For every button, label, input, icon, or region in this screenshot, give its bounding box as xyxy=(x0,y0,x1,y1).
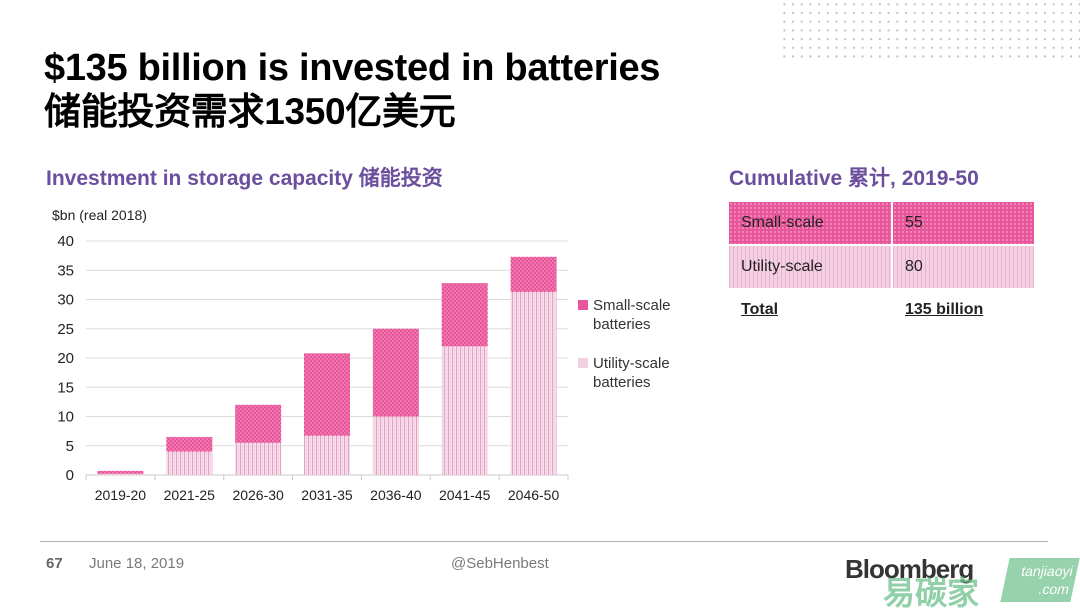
bar-utility-scale xyxy=(372,416,419,475)
bar-small-scale xyxy=(441,283,488,347)
y-tick-label: 5 xyxy=(66,438,74,455)
cumulative-table: Small-scale 55 Utility-scale 80 Total 13… xyxy=(729,202,1034,332)
y-tick-label: 0 xyxy=(66,467,74,484)
y-tick-label: 20 xyxy=(57,350,74,367)
footer-divider xyxy=(40,541,1048,542)
x-tick-label: 2041-45 xyxy=(439,487,491,503)
x-tick-label: 2046-50 xyxy=(508,487,560,503)
slide-title: $135 billion is invested in batteries 储能… xyxy=(44,46,660,134)
title-english: $135 billion is invested in batteries xyxy=(44,47,661,89)
bar-utility-scale xyxy=(304,435,350,475)
chart-heading: Investment in storage capacity 储能投资 xyxy=(46,167,443,190)
utility-scale-swatch xyxy=(578,358,588,368)
stacked-bar-chart: $bn (real 2018) 0 5 10 15 20 25 30 35 40 2019-20… xyxy=(52,207,569,503)
y-tick-label: 35 xyxy=(57,262,74,279)
bar-small-scale xyxy=(304,353,350,436)
row-label: Utility-scale xyxy=(729,244,891,288)
author-handle: @SebHenbest xyxy=(451,555,549,572)
y-tick-label: 30 xyxy=(57,292,74,309)
table-row: Small-scale 55 xyxy=(729,202,1034,244)
table-total-row: Total 135 billion xyxy=(729,288,1034,332)
bar-utility-scale xyxy=(441,346,488,475)
table-row: Utility-scale 80 xyxy=(729,244,1034,288)
legend-item-small-scale: Small-scale batteries xyxy=(578,296,693,334)
x-tick-label: 2021-25 xyxy=(164,487,216,503)
y-axis-label: $bn (real 2018) xyxy=(52,207,147,223)
bar-small-scale xyxy=(510,256,557,292)
table-heading: Cumulative 累计, 2019-50 xyxy=(729,167,979,190)
chart-legend: Small-scale batteries Utility-scale batt… xyxy=(578,296,693,412)
bar-small-scale xyxy=(97,470,144,474)
dot-grid-decoration xyxy=(780,0,1080,64)
title-chinese: 储能投资需求1350亿美元 xyxy=(44,91,456,132)
row-label: Small-scale xyxy=(729,202,891,244)
x-tick-label: 2031-35 xyxy=(301,487,353,503)
page-number: 67 xyxy=(46,555,63,572)
total-label: Total xyxy=(741,301,779,318)
bar-utility-scale xyxy=(97,473,144,475)
watermark-site: tanjiaoyi .com xyxy=(1000,558,1080,602)
y-tick-label: 10 xyxy=(57,409,74,426)
slide-date: June 18, 2019 xyxy=(89,555,185,572)
bar-small-scale xyxy=(235,404,282,443)
bar-utility-scale xyxy=(510,291,557,475)
y-tick-label: 15 xyxy=(57,379,74,396)
watermark: Bloomberg 易碳家 tanjiaoyi .com xyxy=(845,548,1080,611)
watermark-logo: Bloomberg xyxy=(845,554,974,584)
row-value: 55 xyxy=(891,202,1034,244)
bar-small-scale xyxy=(372,328,419,417)
x-tick-label: 2036-40 xyxy=(370,487,422,503)
legend-label: Small-scale batteries xyxy=(593,297,671,333)
legend-item-utility-scale: Utility-scale batteries xyxy=(578,354,693,392)
total-value: 135 billion xyxy=(891,288,1034,332)
legend-label: Utility-scale batteries xyxy=(593,355,670,391)
y-tick-label: 25 xyxy=(57,321,74,338)
x-tick-label: 2019-20 xyxy=(95,487,147,503)
small-scale-swatch xyxy=(578,300,588,310)
watermark-chinese: 易碳家 xyxy=(883,575,980,611)
bar-utility-scale xyxy=(166,451,213,475)
y-tick-label: 40 xyxy=(57,233,74,250)
x-tick-label: 2026-30 xyxy=(232,487,284,503)
bar-utility-scale xyxy=(235,442,282,475)
bar-small-scale xyxy=(166,436,213,452)
row-value: 80 xyxy=(891,244,1034,288)
